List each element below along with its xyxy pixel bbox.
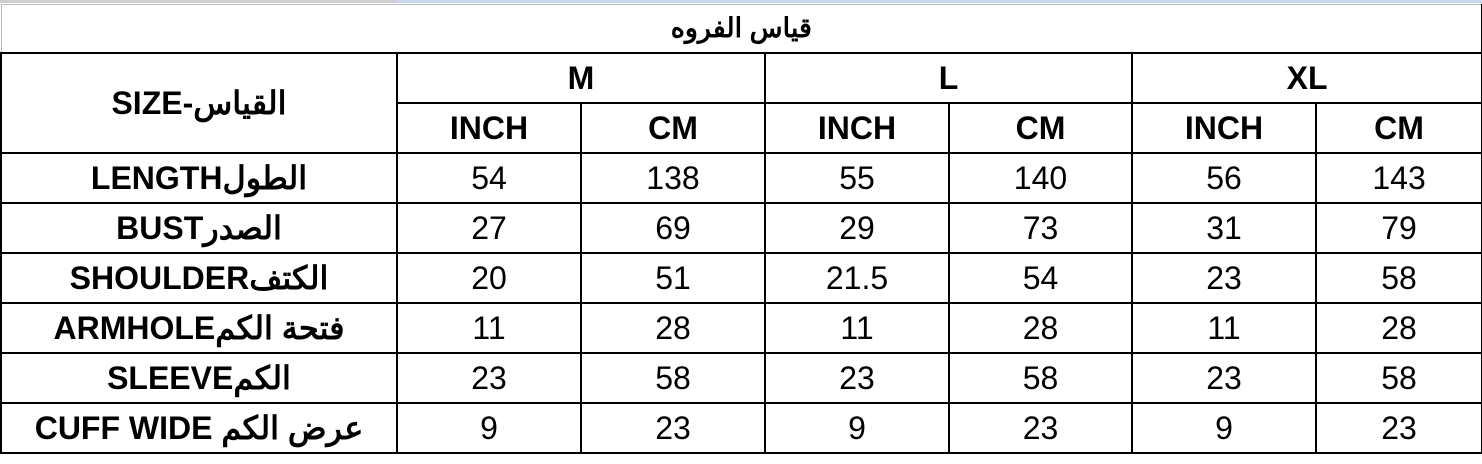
table-cell: 23 bbox=[1131, 352, 1317, 404]
unit-header-inch: INCH bbox=[1131, 102, 1317, 154]
table-cell: 51 bbox=[580, 252, 766, 304]
table-cell: 28 bbox=[580, 302, 766, 354]
row-label: SHOULDERالكتف bbox=[0, 252, 398, 304]
table-cell: 58 bbox=[1314, 252, 1482, 304]
row-label: LENGTHالطول bbox=[0, 152, 398, 204]
table-row: SLEEVEالكم 23 58 23 58 23 58 bbox=[0, 352, 1482, 404]
row-label: BUSTالصدر bbox=[0, 202, 398, 254]
table-cell: 23 bbox=[948, 402, 1133, 454]
table-cell: 58 bbox=[1314, 352, 1482, 404]
table-cell: 23 bbox=[1131, 252, 1317, 304]
table-cell: 143 bbox=[1314, 152, 1482, 204]
table-cell: 56 bbox=[1131, 152, 1317, 204]
table-title: قياس الفروه bbox=[0, 4, 1482, 54]
table-cell: 21.5 bbox=[764, 252, 950, 304]
table-cell: 58 bbox=[948, 352, 1133, 404]
table-cell: 20 bbox=[396, 252, 582, 304]
table-cell: 28 bbox=[1314, 302, 1482, 354]
unit-header-inch: INCH bbox=[764, 102, 950, 154]
table-row: BUSTالصدر 27 69 29 73 31 79 bbox=[0, 202, 1482, 254]
table-cell: 79 bbox=[1314, 202, 1482, 254]
unit-header-cm: CM bbox=[948, 102, 1133, 154]
unit-header-cm: CM bbox=[580, 102, 766, 154]
table-cell: 23 bbox=[580, 402, 766, 454]
table-row: LENGTHالطول 54 138 55 140 56 143 bbox=[0, 152, 1482, 204]
table-cell: 11 bbox=[1131, 302, 1317, 354]
table-cell: 54 bbox=[948, 252, 1133, 304]
size-header: SIZE-القياس bbox=[0, 52, 398, 154]
row-label: CUFF WIDE عرض الكم bbox=[0, 402, 398, 454]
table-cell: 138 bbox=[580, 152, 766, 204]
table-cell: 9 bbox=[396, 402, 582, 454]
size-l-header: L bbox=[764, 52, 1133, 104]
size-xl-header: XL bbox=[1130, 52, 1482, 104]
table-cell: 54 bbox=[396, 152, 582, 204]
table-cell: 23 bbox=[1314, 402, 1482, 454]
table-cell: 27 bbox=[396, 202, 582, 254]
unit-header-cm: CM bbox=[1314, 102, 1482, 154]
row-label: ARMHOLEفتحة الكم bbox=[0, 302, 398, 354]
table-cell: 58 bbox=[580, 352, 766, 404]
table-row: CUFF WIDE عرض الكم 9 23 9 23 9 23 bbox=[0, 402, 1482, 454]
unit-header-inch: INCH bbox=[396, 102, 582, 154]
table-cell: 11 bbox=[396, 302, 582, 354]
table-cell: 31 bbox=[1131, 202, 1317, 254]
table-cell: 28 bbox=[948, 302, 1133, 354]
table-cell: 9 bbox=[1131, 402, 1317, 454]
table-cell: 23 bbox=[764, 352, 950, 404]
table-cell: 29 bbox=[764, 202, 950, 254]
table-cell: 69 bbox=[580, 202, 766, 254]
table-row: ARMHOLEفتحة الكم 11 28 11 28 11 28 bbox=[0, 302, 1482, 354]
row-label: SLEEVEالكم bbox=[0, 352, 398, 404]
table-row: SHOULDERالكتف 20 51 21.5 54 23 58 bbox=[0, 252, 1482, 304]
table-cell: 11 bbox=[764, 302, 950, 354]
table-cell: 9 bbox=[764, 402, 950, 454]
table-cell: 23 bbox=[396, 352, 582, 404]
table-cell: 140 bbox=[948, 152, 1133, 204]
table-cell: 73 bbox=[948, 202, 1133, 254]
table-cell: 55 bbox=[764, 152, 950, 204]
size-chart-table: قياس الفروه SIZE-القياس M L XL INCH CM INC… bbox=[0, 4, 1482, 454]
column-selection-highlight bbox=[396, 0, 1482, 3]
size-m-header: M bbox=[396, 52, 766, 104]
